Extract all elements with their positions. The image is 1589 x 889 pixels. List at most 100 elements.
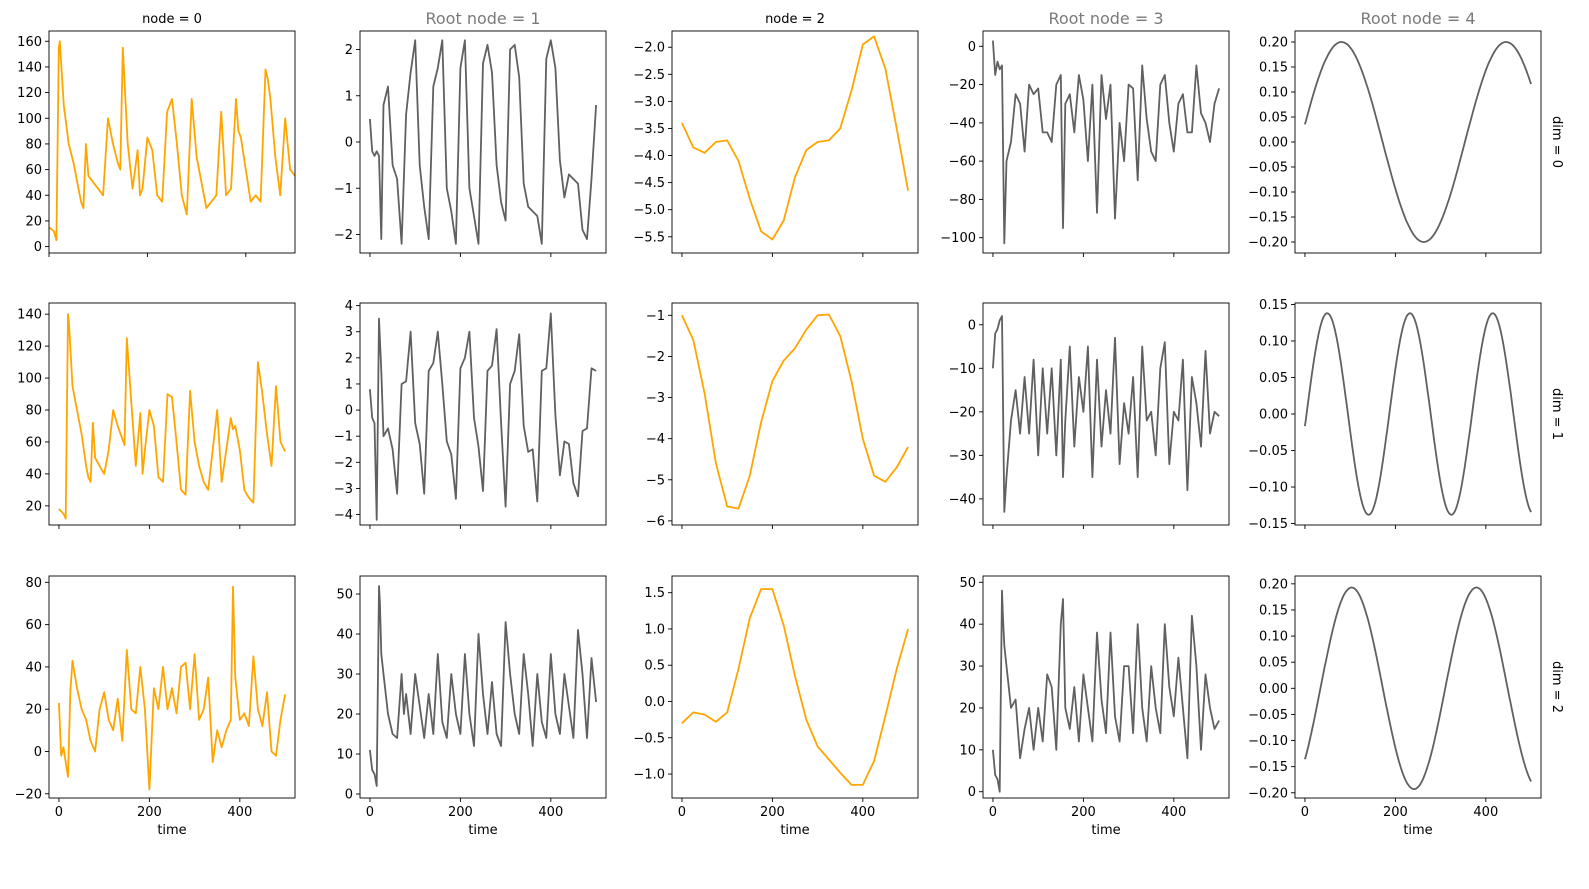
y-tick-label: 0.15 — [1259, 298, 1288, 313]
y-tick-label: 40 — [336, 628, 353, 643]
y-tick-label: 0.10 — [1259, 86, 1288, 101]
axes-frame-8 — [982, 302, 1230, 526]
panel-title: node = 2 — [765, 12, 825, 27]
y-tick-label: 0.10 — [1259, 630, 1288, 645]
y-tick-label: 50 — [959, 576, 976, 591]
y-tick-label: −60 — [949, 155, 976, 170]
y-tick-label: −0.05 — [1248, 444, 1288, 459]
x-tick-label: 200 — [760, 805, 785, 820]
x-tick-label: 200 — [1383, 805, 1408, 820]
y-tick-label: −1.0 — [633, 768, 665, 783]
x-tick-label: 0 — [989, 805, 997, 820]
x-axis-label: time — [1091, 823, 1120, 838]
x-tick-label: 200 — [1071, 805, 1096, 820]
y-tick-label: −0.20 — [1248, 786, 1288, 801]
y-tick-label: −30 — [949, 449, 976, 464]
y-tick-label: −0.20 — [1248, 236, 1288, 251]
x-tick-label: 0 — [678, 805, 686, 820]
panel-r2-c0: −20 0 20 40 60 80 0 200 400 time — [15, 575, 296, 838]
y-tick-label: 140 — [17, 308, 42, 323]
series-line-1 — [369, 39, 597, 245]
x-axis-label: time — [468, 823, 497, 838]
y-tick-label: −4.5 — [633, 176, 665, 191]
axes-frame-14 — [1294, 575, 1542, 799]
x-axis-label: time — [157, 823, 186, 838]
y-tick-label: −0.5 — [633, 731, 665, 746]
y-tick-label: 0.05 — [1259, 371, 1288, 386]
x-tick-label: 400 — [1161, 805, 1186, 820]
series-line-13 — [992, 589, 1220, 793]
y-tick-label: −40 — [949, 492, 976, 507]
axes-frame-12 — [671, 575, 919, 799]
y-tick-label: 80 — [25, 576, 42, 591]
y-tick-label: −80 — [949, 193, 976, 208]
y-tick-label: −6 — [646, 514, 665, 529]
y-tick-label: 1.5 — [644, 586, 665, 601]
panel-r1-c2: −6 −5 −4 −3 −2 −1 — [646, 302, 919, 529]
series-line-9 — [1304, 312, 1532, 516]
series-line-2 — [681, 35, 909, 241]
y-tick-label: 20 — [336, 708, 353, 723]
panel-title: Root node = 3 — [1048, 9, 1163, 28]
y-tick-label: 80 — [25, 404, 42, 419]
x-tick-label: 400 — [227, 805, 252, 820]
panel-r2-c4: −0.20 −0.15 −0.10 −0.05 0.00 0.05 0.10 0.15 0.20… — [1248, 575, 1564, 838]
y-tick-label: 140 — [17, 60, 42, 75]
panel-r1-c4: −0.15 −0.10 −0.05 0.00 0.05 0.10 0.15 dim = 1 — [1248, 298, 1564, 532]
y-tick-label: −4.0 — [633, 149, 665, 164]
y-tick-label: −5.5 — [633, 230, 665, 245]
y-tick-label: −2.5 — [633, 68, 665, 83]
axes-frame-5 — [48, 302, 296, 526]
x-tick-label: 200 — [137, 805, 162, 820]
series-line-3 — [992, 40, 1220, 245]
y-tick-label: 0.15 — [1259, 61, 1288, 76]
x-tick-label: 0 — [1301, 805, 1309, 820]
y-tick-label: −20 — [949, 405, 976, 420]
y-tick-label: 0 — [968, 785, 976, 800]
y-tick-label: −3 — [334, 482, 353, 497]
y-tick-label: −2.0 — [633, 41, 665, 56]
y-tick-label: 0 — [968, 318, 976, 333]
y-tick-label: 120 — [17, 340, 42, 355]
y-tick-label: 20 — [25, 214, 42, 229]
y-tick-label: 0.5 — [644, 659, 665, 674]
series-line-4 — [1304, 41, 1532, 243]
panel-r0-c4: −0.20 −0.15 −0.10 −0.05 0.00 0.05 0.10 0.15 0.20… — [1248, 9, 1564, 257]
axes-frame-13 — [982, 575, 1230, 799]
y-tick-label: 1.0 — [644, 622, 665, 637]
y-tick-label: −0.10 — [1248, 734, 1288, 749]
panel-r2-c1: 0 10 20 30 40 50 0 200 400 time — [336, 575, 607, 838]
y-tick-label: 20 — [25, 703, 42, 718]
y-tick-label: 120 — [17, 86, 42, 101]
y-tick-label: 10 — [959, 743, 976, 758]
y-tick-label: 2 — [345, 351, 353, 366]
y-tick-label: −3.0 — [633, 95, 665, 110]
y-tick-label: −40 — [949, 116, 976, 131]
y-tick-label: 10 — [336, 748, 353, 763]
y-tick-label: 60 — [25, 163, 42, 178]
panel-r2-c3: 0 10 20 30 40 50 0 200 400 time — [959, 575, 1230, 838]
y-tick-label: −0.05 — [1248, 708, 1288, 723]
x-axis-label: time — [1403, 823, 1432, 838]
panel-r1-c3: −40 −30 −20 −10 0 — [949, 302, 1230, 529]
y-tick-label: 1 — [345, 89, 353, 104]
panel-title: Root node = 1 — [425, 9, 540, 28]
y-tick-label: 0 — [34, 240, 42, 255]
y-tick-label: −1 — [646, 309, 665, 324]
y-tick-label: −0.15 — [1248, 517, 1288, 532]
y-tick-label: 0 — [968, 40, 976, 55]
panel-title: Root node = 4 — [1360, 9, 1475, 28]
panel-r0-c3: −100 −80 −60 −40 −20 0 Root node = 3 — [940, 9, 1230, 257]
series-line-11 — [369, 585, 597, 787]
y-tick-label: −0.10 — [1248, 481, 1288, 496]
row-label: dim = 2 — [1549, 661, 1564, 713]
y-tick-label: 0.00 — [1259, 408, 1288, 423]
panel-r2-c2: −1.0 −0.5 0.0 0.5 1.0 1.5 0 200 400 time — [633, 575, 919, 838]
y-tick-label: 60 — [25, 435, 42, 450]
y-tick-label: −2 — [334, 456, 353, 471]
series-line-14 — [1304, 586, 1532, 790]
panel-title: node = 0 — [142, 12, 202, 27]
y-tick-label: 0 — [345, 788, 353, 803]
axes-frame-7 — [671, 302, 919, 526]
